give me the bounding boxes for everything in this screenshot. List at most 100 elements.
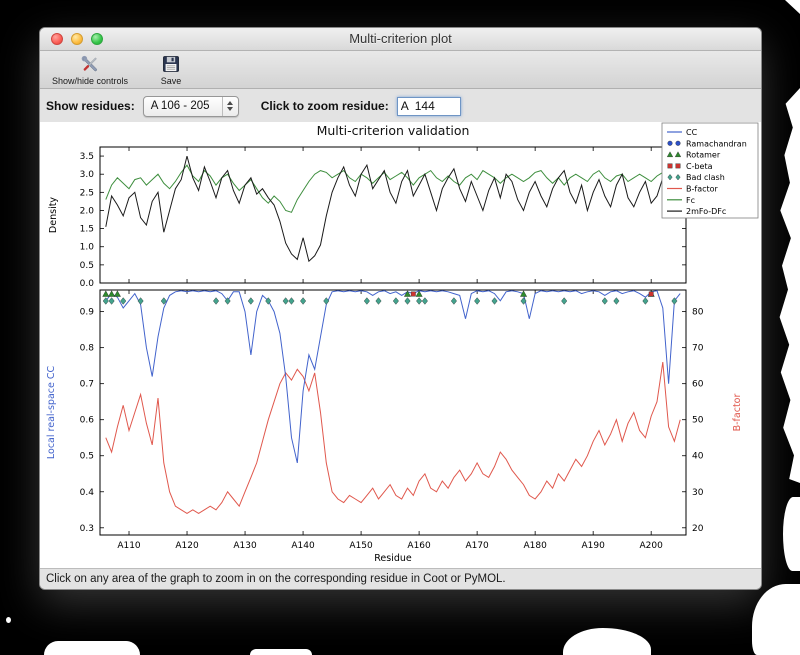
screen-artifact: [250, 649, 312, 655]
toolbar: Show/hide controls Save: [40, 51, 761, 89]
circle-marker: [675, 140, 681, 146]
diamond-marker: [300, 297, 307, 305]
legend-label: Fc: [686, 196, 695, 205]
legend: CC Ramachandran Rotamer C-beta Bad clash B-fa…: [661, 122, 759, 219]
screen-artifact: [6, 617, 11, 623]
diamond-marker: [642, 297, 649, 305]
diamond-marker: [288, 297, 295, 305]
fc-line: [105, 164, 681, 213]
svg-text:30: 30: [692, 488, 704, 498]
legend-label: B-factor: [686, 185, 719, 194]
diamond-marker: [675, 174, 681, 181]
save-label: Save: [160, 76, 182, 86]
zoom-residue-input[interactable]: [396, 96, 461, 116]
density-axis-label: Density: [48, 197, 59, 233]
diamond-marker: [392, 297, 399, 305]
show-hide-controls-button[interactable]: Show/hide controls: [46, 53, 134, 86]
traffic-lights: [51, 33, 103, 45]
svg-text:A110: A110: [117, 541, 141, 551]
svg-text:2.5: 2.5: [80, 188, 94, 198]
diamond-marker: [247, 297, 254, 305]
diamond-marker: [613, 297, 620, 305]
plot-area[interactable]: Multi-criterion validation 0.0 0.5 1.0 1.5 2.…: [40, 122, 761, 568]
floppy-disk-icon: [159, 53, 183, 75]
diamond-marker: [137, 297, 144, 305]
diamond-marker: [404, 297, 411, 305]
legend-label: Rotamer: [686, 151, 721, 160]
legend-label: Ramachandran: [686, 139, 747, 148]
show-hide-controls-label: Show/hide controls: [51, 76, 129, 86]
svg-text:0.4: 0.4: [80, 488, 95, 498]
diamond-marker: [160, 297, 167, 305]
diamond-marker: [363, 297, 370, 305]
svg-text:A170: A170: [465, 541, 489, 551]
svg-text:A150: A150: [349, 541, 373, 551]
triangle-marker: [674, 151, 682, 158]
residue-range-select[interactable]: A 106 - 205: [142, 95, 239, 117]
square-marker: [675, 163, 681, 169]
triangle-marker: [113, 290, 121, 297]
legend-label: CC: [686, 128, 698, 137]
svg-text:0.8: 0.8: [80, 344, 95, 354]
chart-title: Multi-criterion validation: [317, 123, 470, 138]
svg-text:0.7: 0.7: [80, 380, 94, 390]
svg-text:3.0: 3.0: [80, 170, 95, 180]
show-residues-label: Show residues:: [46, 99, 135, 113]
crossed-tools-icon: [78, 53, 102, 75]
diamond-marker: [520, 297, 527, 305]
svg-text:60: 60: [692, 380, 704, 390]
triangle-marker: [520, 290, 528, 297]
svg-text:3.5: 3.5: [80, 152, 94, 162]
svg-text:80: 80: [692, 308, 704, 318]
square-marker: [410, 291, 416, 297]
diamond-marker: [375, 297, 382, 305]
diamond-marker: [224, 297, 231, 305]
diamond-marker: [561, 297, 568, 305]
triangle-marker: [403, 290, 412, 297]
svg-text:70: 70: [692, 344, 704, 354]
screen-artifact: [785, 0, 800, 14]
controls-row: Show residues: A 106 - 205 Click to zoom…: [40, 90, 761, 122]
bottom-plot-frame: [99, 289, 687, 536]
svg-text:0.5: 0.5: [80, 261, 94, 271]
svg-text:0.6: 0.6: [80, 416, 95, 426]
close-button[interactable]: [51, 33, 63, 45]
diamond-marker: [667, 174, 673, 181]
diamond-marker: [421, 297, 428, 305]
minimize-button[interactable]: [71, 33, 83, 45]
svg-text:A180: A180: [523, 541, 547, 551]
cc-line: [105, 290, 681, 464]
circle-marker: [667, 140, 673, 146]
multi-criterion-chart[interactable]: Multi-criterion validation 0.0 0.5 1.0 1.5 2.…: [40, 122, 761, 568]
svg-text:A130: A130: [233, 541, 257, 551]
svg-text:0.0: 0.0: [80, 279, 95, 289]
residue-range-value: A 106 - 205: [150, 100, 210, 112]
legend-label: Bad clash: [686, 173, 725, 182]
status-bar: Click on any area of the graph to zoom i…: [40, 568, 761, 589]
svg-text:50: 50: [692, 416, 704, 426]
zoom-window-button[interactable]: [91, 33, 103, 45]
screen-artifact: [779, 88, 800, 483]
svg-text:A140: A140: [291, 541, 315, 551]
svg-text:A190: A190: [581, 541, 605, 551]
save-button[interactable]: Save: [156, 53, 186, 86]
dropdown-stepper-icon: [221, 96, 238, 116]
svg-text:A200: A200: [640, 541, 664, 551]
triangle-marker: [415, 290, 423, 297]
svg-text:2.0: 2.0: [80, 206, 95, 216]
diamond-marker: [213, 297, 220, 305]
legend-label: 2mFo-DFc: [686, 207, 726, 216]
triangle-marker: [108, 290, 116, 297]
screen-artifact: [563, 628, 651, 655]
square-marker: [648, 291, 654, 297]
screen-artifact: [44, 641, 140, 655]
diamond-marker: [416, 297, 423, 305]
title-bar[interactable]: Multi-criterion plot: [40, 28, 761, 51]
svg-text:1.0: 1.0: [80, 243, 95, 253]
screen-artifact: [783, 497, 800, 571]
screen-artifact: [752, 584, 800, 655]
diamond-marker: [671, 297, 678, 305]
diamond-marker: [108, 297, 115, 305]
bfactor-line: [105, 362, 681, 514]
diamond-marker: [102, 297, 109, 305]
